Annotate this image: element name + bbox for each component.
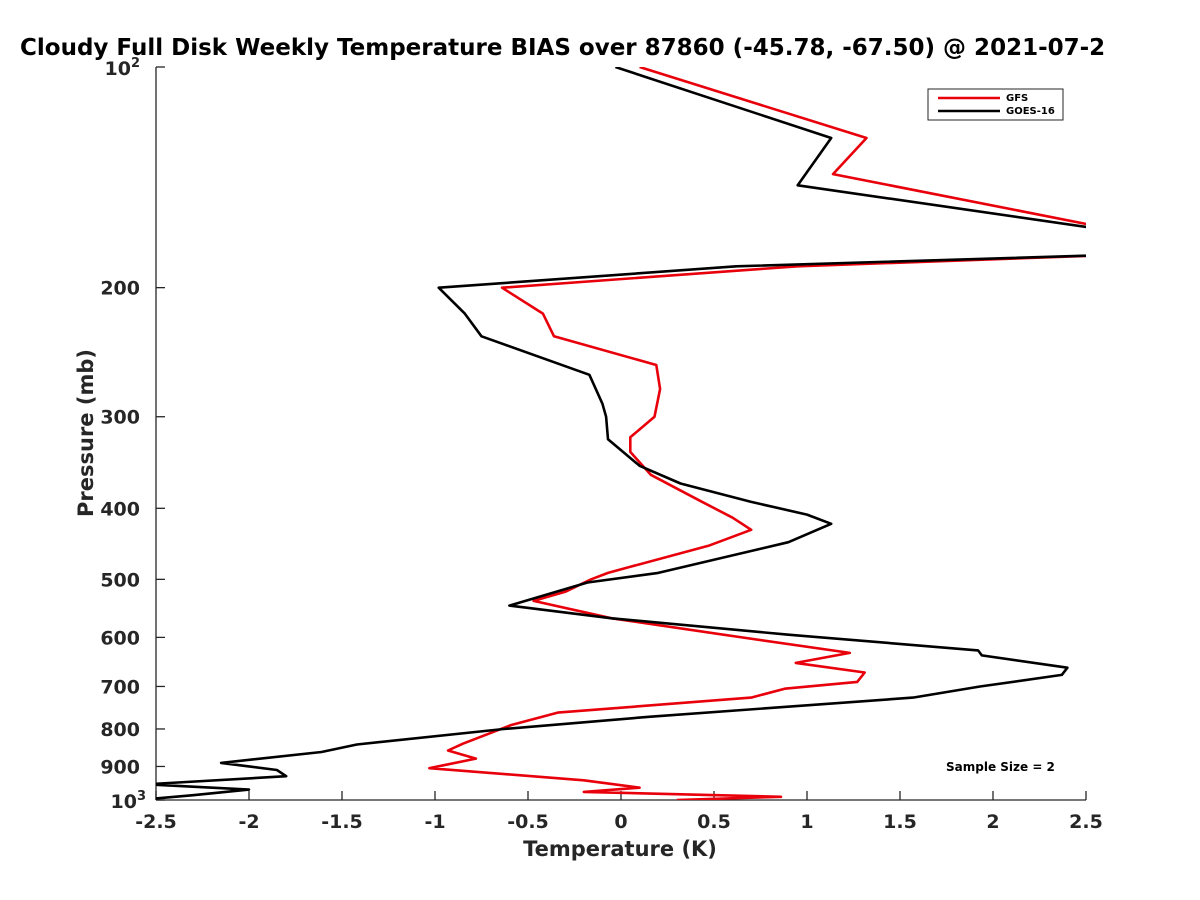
- y-tick-label: 500: [100, 569, 140, 591]
- y-top-tick-base: 10: [105, 58, 131, 80]
- legend: GFS GOES-16: [927, 88, 1064, 121]
- x-tick-label: -2.5: [135, 811, 177, 833]
- y-tick-label: 900: [100, 756, 140, 778]
- x-tick-label: -0.5: [507, 811, 549, 833]
- y-tick-label: 400: [100, 498, 140, 520]
- y-tick-label: 300: [100, 407, 140, 429]
- y-tick-label: 800: [100, 719, 140, 741]
- y-tick-label: 600: [100, 627, 140, 649]
- x-tick-label: 1: [800, 811, 813, 833]
- y-axis-label: Pressure (mb): [74, 349, 98, 517]
- y-tick-label: 200: [100, 278, 140, 300]
- x-ticks: -2.5 -2 -1.5 -1 -0.5 0 0.5 1 1.5 2 2.5: [135, 791, 1103, 833]
- series-line-goes16: [156, 67, 1086, 800]
- y-bottom-tick-base: 10: [111, 791, 137, 813]
- y-top-tick-label: 102: [105, 56, 141, 80]
- y-bottom-tick-label: 103: [111, 789, 147, 813]
- x-tick-label: 2: [986, 811, 999, 833]
- y-top-tick-exponent: 2: [131, 56, 140, 71]
- y-tick-label: 700: [100, 676, 140, 698]
- y-ticks: 200 300 400 500 600 700 800 900: [100, 66, 165, 801]
- x-tick-label: 0.5: [697, 811, 731, 833]
- x-tick-label: -1.5: [321, 811, 363, 833]
- y-bottom-tick-exponent: 3: [137, 789, 146, 804]
- legend-label-goes16: GOES-16: [1006, 106, 1055, 117]
- legend-box: [927, 88, 1064, 121]
- sample-size-annotation: Sample Size = 2: [946, 760, 1055, 774]
- series-line-gfs: [428, 67, 1086, 800]
- legend-label-gfs: GFS: [1006, 93, 1028, 104]
- x-tick-label: -1: [424, 811, 445, 833]
- x-tick-label: 1.5: [883, 811, 917, 833]
- series-lines: [156, 67, 1086, 800]
- x-tick-label: 0: [614, 811, 627, 833]
- x-tick-label: -2: [238, 811, 259, 833]
- x-tick-label: 2.5: [1069, 811, 1103, 833]
- x-axis-label: Temperature (K): [523, 837, 717, 861]
- chart-title: Cloudy Full Disk Weekly Temperature BIAS…: [20, 35, 1105, 61]
